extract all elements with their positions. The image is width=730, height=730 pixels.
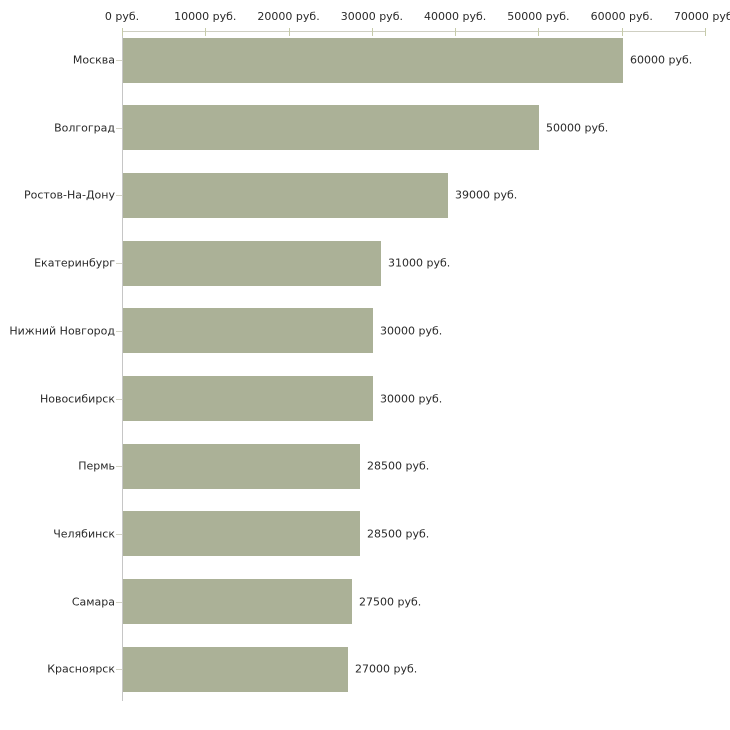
- value-label: 30000 руб.: [380, 324, 443, 338]
- x-axis-tick-label: 10000 руб.: [174, 10, 237, 23]
- x-axis-tick-label: 50000 руб.: [507, 10, 570, 23]
- x-axis-tick-mark: [205, 28, 207, 36]
- y-axis-tick-mark: [116, 669, 122, 671]
- x-axis-tick-label: 70000 руб.: [673, 10, 730, 23]
- bar: [123, 308, 373, 354]
- bar: [123, 443, 360, 489]
- y-axis-tick-mark: [116, 533, 122, 535]
- x-axis-tick-label: 40000 руб.: [424, 10, 487, 23]
- category-label: Самара: [71, 595, 115, 609]
- value-label: 27500 руб.: [359, 595, 422, 609]
- x-axis-tick-mark: [538, 28, 540, 36]
- x-axis-tick-mark: [288, 28, 290, 36]
- value-label: 60000 руб.: [630, 53, 693, 67]
- value-label: 39000 руб.: [455, 188, 518, 202]
- category-label: Новосибирск: [39, 392, 115, 405]
- x-axis-tick-label: 30000 руб.: [340, 10, 403, 23]
- category-label: Нижний Новгород: [9, 324, 115, 338]
- x-axis-tick-mark: [705, 28, 706, 36]
- y-axis-line: [122, 31, 123, 701]
- bar: [123, 511, 360, 557]
- y-axis-tick-mark: [116, 195, 122, 197]
- y-axis-tick-mark: [116, 398, 122, 400]
- y-axis-tick-mark: [116, 330, 122, 332]
- category-label: Красноярск: [47, 662, 115, 676]
- x-axis-tick-label: 60000 руб.: [590, 10, 653, 23]
- x-axis-tick-label: 20000 руб.: [257, 10, 320, 23]
- bar: [123, 646, 348, 692]
- y-axis-tick-mark: [116, 601, 122, 603]
- category-label: Пермь: [78, 459, 115, 473]
- value-label: 31000 руб.: [388, 256, 451, 270]
- value-label: 50000 руб.: [546, 121, 609, 135]
- category-label: Екатеринбург: [34, 256, 115, 270]
- value-label: 28500 руб.: [367, 459, 430, 473]
- y-axis-tick-mark: [116, 60, 122, 61]
- y-axis-tick-mark: [116, 466, 122, 468]
- bar: [123, 172, 448, 218]
- y-axis-tick-mark: [116, 263, 122, 265]
- x-axis-tick-mark: [371, 28, 373, 36]
- value-label: 27000 руб.: [355, 662, 418, 676]
- x-axis-tick-label: 0 руб.: [104, 10, 140, 23]
- y-axis-tick-mark: [116, 127, 122, 129]
- bar: [123, 240, 381, 286]
- bar: [123, 376, 373, 421]
- x-axis-tick-mark: [621, 28, 623, 36]
- bar: [123, 579, 352, 625]
- x-axis-tick-mark: [122, 28, 123, 36]
- x-axis-line: [122, 31, 706, 32]
- value-label: 28500 руб.: [367, 527, 430, 541]
- category-label: Волгоград: [54, 121, 115, 135]
- bar: [123, 105, 539, 151]
- category-label: Москва: [72, 53, 115, 67]
- bar: [123, 37, 623, 83]
- x-axis-tick-mark: [455, 28, 457, 36]
- value-label: 30000 руб.: [380, 392, 443, 405]
- category-label: Челябинск: [53, 527, 115, 541]
- category-label: Ростов-На-Дону: [23, 188, 115, 202]
